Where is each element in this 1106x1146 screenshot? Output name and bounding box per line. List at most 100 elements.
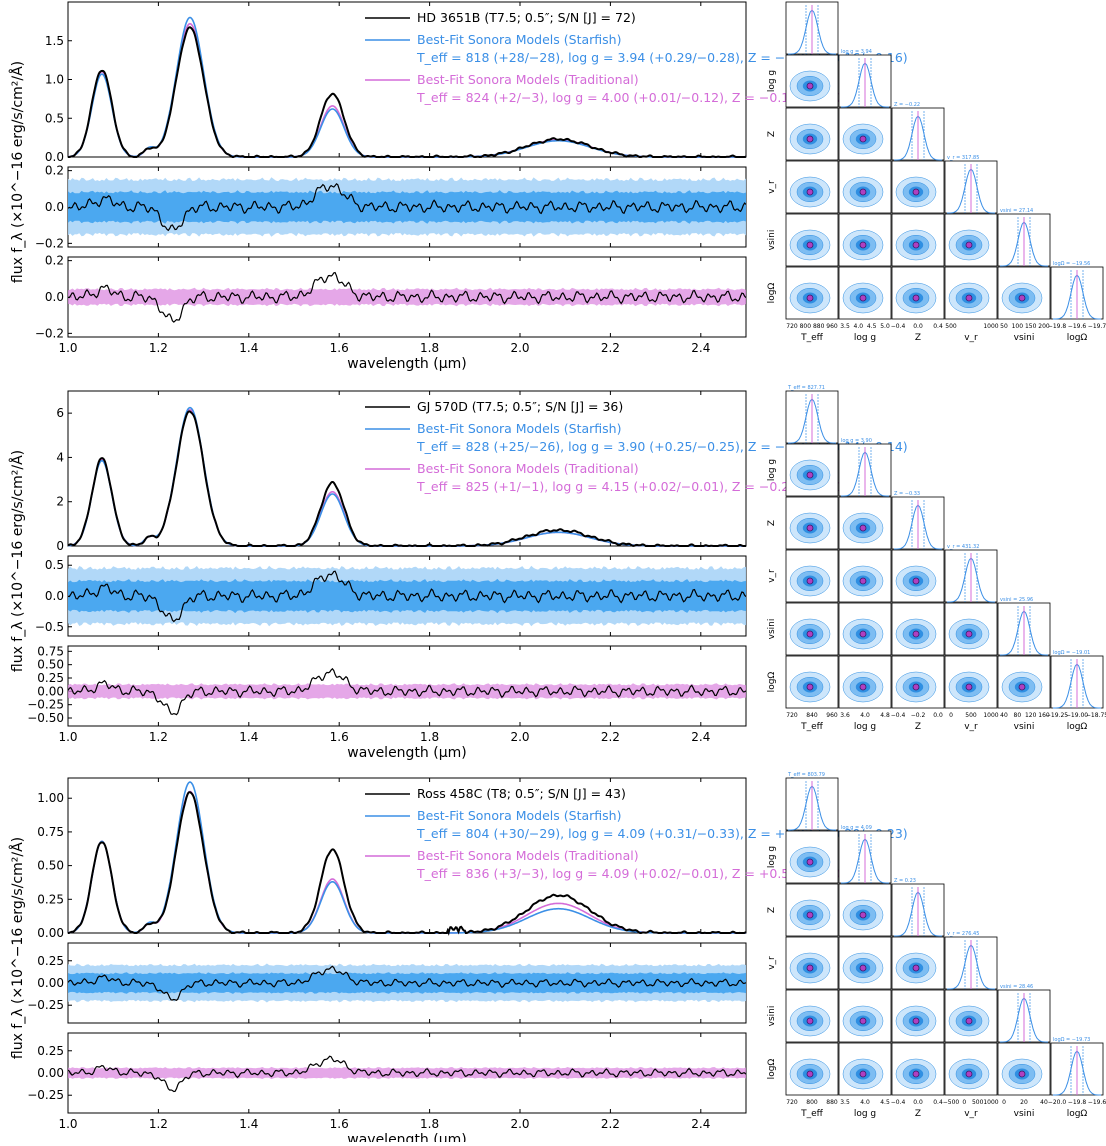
resid-traditional-ytick-label: −0.50 bbox=[27, 711, 64, 725]
spectrum-ytick-label: 0 bbox=[56, 539, 64, 553]
corner-xlabel: T_eff bbox=[800, 1109, 824, 1119]
corner-tick-label: 4.5 bbox=[880, 1099, 890, 1106]
corner-title: vsini = 27.14 bbox=[1000, 208, 1033, 214]
starfish-band-inner bbox=[68, 972, 746, 994]
traditional-model-line bbox=[67, 408, 746, 547]
xtick-label: 2.4 bbox=[691, 1117, 710, 1131]
spectrum-ytick-label: 0.75 bbox=[37, 825, 64, 839]
corner-tick-label: 0.0 bbox=[913, 323, 923, 330]
corner-bestfit-point bbox=[1018, 683, 1026, 691]
corner-tick-label: 40 bbox=[1040, 1099, 1048, 1106]
fit-traditional-text: T_eff = 825 (+1/−1), log g = 4.15 (+0.02… bbox=[416, 479, 892, 494]
corner-xlabel: logΩ bbox=[1067, 1109, 1088, 1119]
corner-title: log g = 3.94 bbox=[841, 49, 872, 55]
fit-traditional-text: T_eff = 824 (+2/−3), log g = 4.00 (+0.01… bbox=[416, 90, 892, 105]
corner-tick-label: 4.0 bbox=[854, 323, 864, 330]
corner-tick-label: 0.0 bbox=[913, 1099, 923, 1106]
xtick-label: 2.4 bbox=[691, 341, 710, 355]
corner-title: vsini = 25.96 bbox=[1000, 597, 1033, 603]
corner-tick-label: 4.5 bbox=[867, 323, 877, 330]
x-axis-label: wavelength (μm) bbox=[347, 1132, 466, 1142]
corner-bestfit-point bbox=[912, 188, 920, 196]
resid-starfish-ytick-label: 0.5 bbox=[45, 558, 64, 572]
panel-gj-570d: 0 2 4 6 GJ 570D (T7.5; 0.5″; S/N [J] = 36) Be… bbox=[9, 385, 1106, 761]
corner-tick-label: 200 bbox=[1038, 323, 1050, 330]
corner-ylabel: Z bbox=[767, 131, 777, 137]
corner-bestfit-point bbox=[912, 1070, 920, 1078]
resid-traditional-ytick-label: 0.2 bbox=[45, 254, 64, 268]
corner-tick-label: 3.5 bbox=[840, 323, 850, 330]
corner-bestfit-point bbox=[806, 858, 814, 866]
resid-starfish-ytick-label: −0.2 bbox=[35, 236, 64, 250]
corner-tick-label: −0.2 bbox=[911, 712, 926, 719]
corner-xlabel: v_r bbox=[964, 1109, 978, 1119]
traditional-model-line bbox=[67, 790, 746, 934]
corner-bestfit-point bbox=[806, 577, 814, 585]
corner-title: Z = 0.23 bbox=[894, 878, 916, 884]
corner-tick-label: 160 bbox=[1038, 712, 1050, 719]
xtick-label: 2.2 bbox=[601, 1117, 620, 1131]
corner-bestfit-point bbox=[1018, 294, 1026, 302]
corner-title: logΩ = −19.56 bbox=[1053, 261, 1090, 267]
corner-tick-label: −19.6 bbox=[1068, 323, 1087, 330]
corner-tick-label: 960 bbox=[826, 323, 838, 330]
xtick-label: 1.2 bbox=[149, 341, 168, 355]
resid-starfish-ytick-label: −0.25 bbox=[27, 998, 64, 1012]
corner-bestfit-point bbox=[965, 1070, 973, 1078]
xtick-label: 2.2 bbox=[601, 341, 620, 355]
corner-ylabel: Z bbox=[767, 907, 777, 913]
corner-xlabel: logΩ bbox=[1067, 333, 1088, 343]
corner-title: v_r = 431.32 bbox=[947, 544, 979, 550]
spectrum-ytick-label: 4 bbox=[56, 450, 64, 464]
corner-plot: log g = 3.94 log g Z = −0.22 Zv_r = 317.85 v… bbox=[767, 1, 1106, 343]
corner-tick-label: −19.8 bbox=[1068, 1099, 1087, 1106]
corner-bestfit-point bbox=[912, 241, 920, 249]
traditional-band bbox=[68, 287, 746, 307]
corner-bestfit-point bbox=[912, 630, 920, 638]
panel-ross-458c: 0.000.250.500.751.00 Ross 458C (T8; 0.5″;… bbox=[9, 772, 1106, 1146]
corner-tick-label: 500 bbox=[972, 1099, 984, 1106]
xtick-label: 1.6 bbox=[330, 1117, 349, 1131]
corner-bestfit-point bbox=[912, 964, 920, 972]
corner-xlabel: log g bbox=[854, 333, 876, 343]
corner-plot: T_eff = 803.79 log g = 4.09 log g Z = 0.23 Z… bbox=[767, 772, 1106, 1119]
corner-bestfit-point bbox=[912, 294, 920, 302]
corner-ylabel: logΩ bbox=[767, 283, 777, 304]
spectrum-ytick-label: 2 bbox=[56, 495, 64, 509]
corner-ylabel: logΩ bbox=[767, 1059, 777, 1080]
corner-tick-label: 1000 bbox=[983, 323, 998, 330]
xtick-label: 1.2 bbox=[149, 1117, 168, 1131]
xtick-label: 2.0 bbox=[510, 730, 529, 744]
corner-tick-label: −18.75 bbox=[1086, 712, 1106, 719]
corner-bestfit-point bbox=[859, 524, 867, 532]
corner-bestfit-point bbox=[806, 630, 814, 638]
corner-tick-label: 100 bbox=[1012, 323, 1024, 330]
resid-traditional-ytick-label: 0.25 bbox=[37, 1044, 64, 1058]
corner-tick-label: 720 bbox=[786, 712, 798, 719]
corner-tick-label: 3.5 bbox=[840, 1099, 850, 1106]
xtick-label: 2.0 bbox=[510, 1117, 529, 1131]
legend-data-label: Ross 458C (T8; 0.5″; S/N [J] = 43) bbox=[417, 786, 626, 801]
resid-starfish-line bbox=[67, 965, 747, 1001]
corner-tick-label: −19.8 bbox=[1048, 323, 1067, 330]
corner-tick-label: −0.4 bbox=[891, 323, 906, 330]
corner-xlabel: vsini bbox=[1014, 1109, 1035, 1119]
xtick-label: 1.0 bbox=[58, 730, 77, 744]
xtick-label: 2.2 bbox=[601, 730, 620, 744]
data-spectrum-line bbox=[68, 791, 747, 936]
corner-bestfit-point bbox=[965, 1017, 973, 1025]
starfish-model-line bbox=[67, 781, 746, 934]
starfish-model-line bbox=[67, 16, 746, 158]
resid-traditional-ytick-label: 0.75 bbox=[37, 644, 64, 658]
corner-ylabel: vsini bbox=[767, 230, 777, 251]
corner-bestfit-point bbox=[965, 630, 973, 638]
corner-tick-label: −19.7 bbox=[1088, 323, 1106, 330]
xtick-label: 1.4 bbox=[239, 1117, 258, 1131]
corner-tick-label: 0.0 bbox=[933, 712, 943, 719]
corner-tick-label: 5.0 bbox=[880, 323, 890, 330]
corner-tick-label: 4.0 bbox=[860, 1099, 870, 1106]
xtick-label: 1.6 bbox=[330, 730, 349, 744]
corner-tick-label: 3.6 bbox=[840, 712, 850, 719]
resid-traditional-ytick-label: 0.00 bbox=[37, 684, 64, 698]
panel-hd-3651b: 0.0 0.5 1.0 1.5 HD 3651B (T7.5; 0.5″; S/N [J… bbox=[9, 1, 1106, 372]
